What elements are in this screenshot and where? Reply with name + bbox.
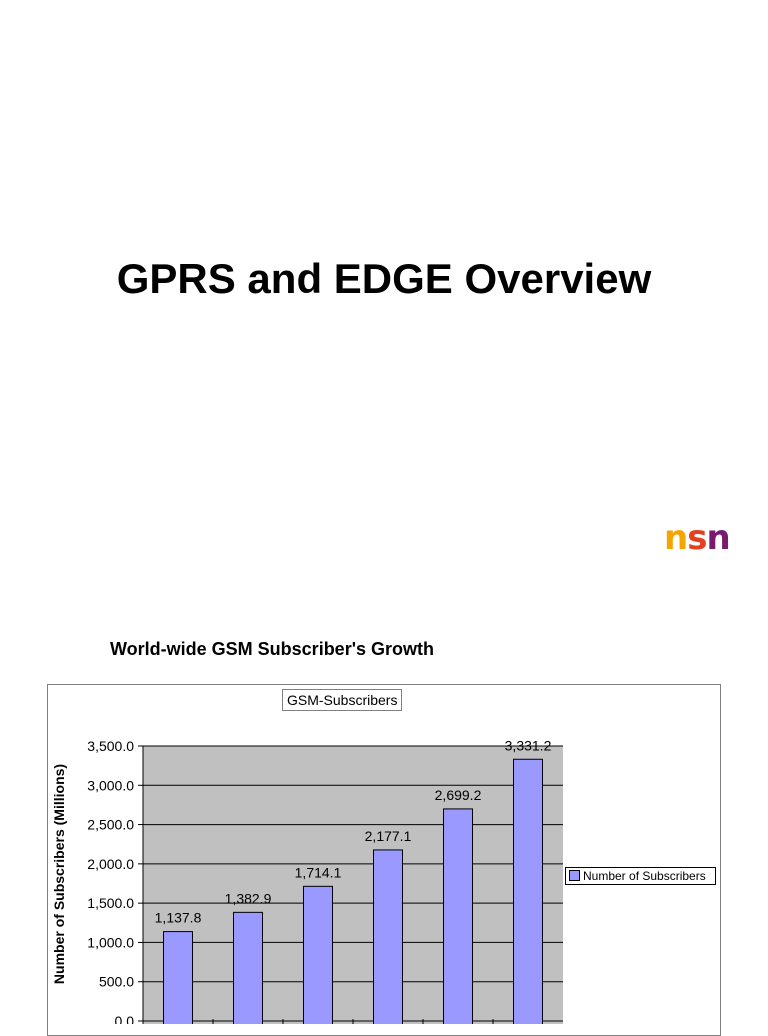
logo-letter: n xyxy=(706,518,730,558)
bar xyxy=(233,911,263,1024)
y-tick-label: 1,000.0 xyxy=(87,934,134,950)
chart-legend: Number of Subscribers xyxy=(565,867,716,885)
bar xyxy=(303,885,333,1024)
legend-label: Number of Subscribers xyxy=(583,869,706,883)
y-tick-label: 3,500.0 xyxy=(87,738,134,754)
plot-area xyxy=(143,746,563,1024)
y-tick-label: 500.0 xyxy=(99,974,134,990)
bar xyxy=(373,849,403,1024)
chart-title: GSM-Subscribers xyxy=(282,689,403,711)
data-label: 3,331.2 xyxy=(505,737,552,753)
logo-letter: s xyxy=(687,518,707,558)
bar xyxy=(513,758,543,1024)
y-tick-label: 3,000.0 xyxy=(87,777,134,793)
logo-letter: n xyxy=(664,518,688,558)
data-label: 2,699.2 xyxy=(435,787,482,803)
slide-title: GPRS and EDGE Overview xyxy=(116,255,652,302)
data-label: 1,137.8 xyxy=(155,910,202,926)
bar xyxy=(163,931,193,1024)
data-label: 1,714.1 xyxy=(295,864,342,880)
y-tick-label: 1,500.0 xyxy=(87,895,134,911)
nsn-logo: nsn xyxy=(664,518,731,558)
y-tick-label: 2,500.0 xyxy=(87,817,134,833)
y-tick-label: 0.0 xyxy=(115,1013,135,1024)
y-tick-label: 2,000.0 xyxy=(87,856,134,872)
y-axis-label: Number of Subscribers (Millions) xyxy=(51,764,67,984)
data-label: 2,177.1 xyxy=(365,828,412,844)
data-label: 1,382.9 xyxy=(225,890,272,906)
legend-swatch xyxy=(569,870,580,881)
chart-heading: World-wide GSM Subscriber's Growth xyxy=(110,639,434,659)
bar xyxy=(443,808,473,1024)
